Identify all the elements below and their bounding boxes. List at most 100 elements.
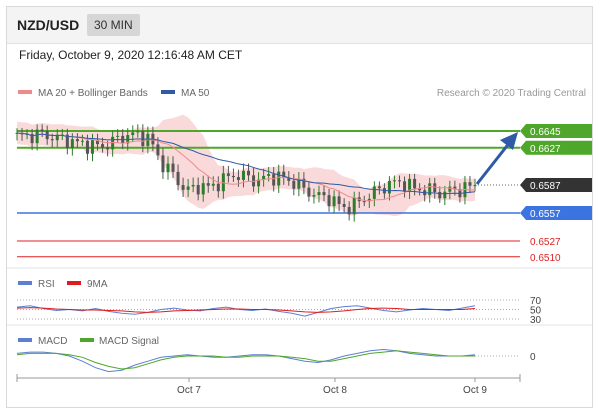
level-label: 0.6587 [530, 181, 561, 192]
candle-body [211, 183, 215, 186]
candle-body [75, 139, 79, 142]
attribution: Research © 2020 Trading Central [437, 88, 586, 99]
candle-body [277, 171, 281, 186]
candle-body [80, 140, 84, 142]
level-label: 0.6627 [530, 144, 561, 155]
candle-body [448, 186, 452, 192]
candle-body [287, 177, 291, 181]
x-tick-label: Oct 8 [323, 385, 347, 396]
level-label: 0.6527 [530, 237, 561, 248]
symbol-title: NZD/USD [17, 17, 80, 33]
candle-body [201, 183, 205, 195]
bollinger-band [17, 114, 475, 217]
candle-body [181, 185, 185, 190]
candle-body [116, 135, 120, 137]
candle-body [398, 180, 402, 182]
x-tick-label: Oct 9 [463, 385, 487, 396]
candle-body [171, 163, 175, 172]
legend-swatch-ma50 [161, 90, 175, 94]
candle-body [267, 174, 271, 176]
ma20-line [16, 132, 476, 202]
legend-swatch-ma20 [18, 90, 32, 94]
candle-body [468, 182, 472, 186]
level-label: 0.6510 [530, 253, 561, 264]
legend-swatch-macd [18, 338, 32, 342]
candle-body [70, 139, 74, 149]
candle-body [25, 133, 29, 135]
candle-body [206, 183, 210, 186]
legend-macd-signal: MACD Signal [99, 336, 159, 347]
macd-signal-line [16, 350, 475, 370]
candle-body [55, 134, 59, 141]
legend-macd: MACD [38, 336, 67, 347]
candle-body [101, 144, 105, 148]
x-tick-label: Oct 7 [177, 385, 201, 396]
candle-body [372, 186, 376, 199]
level-label: 0.6557 [530, 209, 561, 220]
legend-ma50: MA 50 [181, 88, 210, 99]
candle-body [307, 187, 311, 197]
candle-body [236, 177, 240, 180]
candle-body [85, 140, 89, 154]
level-label-box [520, 124, 592, 138]
chart-datetime: Friday, October 9, 2020 12:16:48 AM CET [19, 48, 243, 62]
candle-body [176, 171, 180, 186]
candle-body [161, 155, 165, 173]
candle-body [50, 139, 54, 141]
candle-body [322, 192, 326, 196]
candle-body [272, 174, 276, 186]
candle-body [403, 181, 407, 192]
candle-body [347, 206, 351, 215]
candle-body [186, 186, 190, 190]
candle-body [362, 201, 366, 203]
candle-body [247, 170, 251, 176]
candle-body [418, 188, 422, 191]
candle-body [312, 195, 316, 197]
candle-body [428, 183, 432, 196]
candle-body [40, 129, 44, 131]
candle-body [241, 170, 245, 180]
rsi-line [16, 305, 476, 317]
candle-body [292, 180, 296, 189]
rsi-tick-label: 70 [530, 296, 542, 307]
level-label-box [520, 140, 592, 155]
macd-line [16, 348, 476, 373]
ma50-line [16, 132, 476, 195]
candle-body [443, 191, 447, 199]
legend-swatch-macd-signal [80, 338, 94, 342]
candle-body [65, 134, 69, 149]
candle-body [327, 195, 331, 207]
candle-body [221, 173, 225, 192]
candle-body [30, 133, 34, 144]
candle-body [337, 196, 341, 205]
candle-body [131, 132, 135, 136]
candle-body [367, 198, 371, 202]
candle-body [352, 197, 356, 215]
candle-body [252, 175, 256, 187]
candle-body [141, 131, 145, 146]
chart-frame: NZD/USD 30 MIN Friday, October 9, 2020 1… [6, 6, 593, 408]
candle-body [106, 147, 110, 150]
candle-body [438, 192, 442, 199]
candle-body [111, 136, 115, 150]
rsi-9ma-line [16, 307, 476, 313]
candle-body [302, 178, 306, 188]
legend-swatch-9ma [67, 281, 81, 285]
candle-body [433, 183, 437, 193]
timeframe-badge[interactable]: 30 MIN [87, 14, 140, 36]
candle-body [413, 178, 417, 189]
level-label-box [520, 178, 592, 193]
candle-body [408, 178, 412, 192]
candle-body [377, 186, 381, 189]
legend-rsi: RSI [38, 279, 55, 290]
rsi-tick-label: 30 [530, 315, 542, 326]
candle-body [96, 140, 100, 145]
legend-swatch-rsi [18, 281, 32, 285]
candle-body [216, 183, 220, 192]
candle-body [387, 180, 391, 194]
candle-body [473, 185, 477, 187]
candle-body [282, 171, 286, 178]
candle-body [392, 180, 396, 182]
candle-body [453, 186, 457, 190]
